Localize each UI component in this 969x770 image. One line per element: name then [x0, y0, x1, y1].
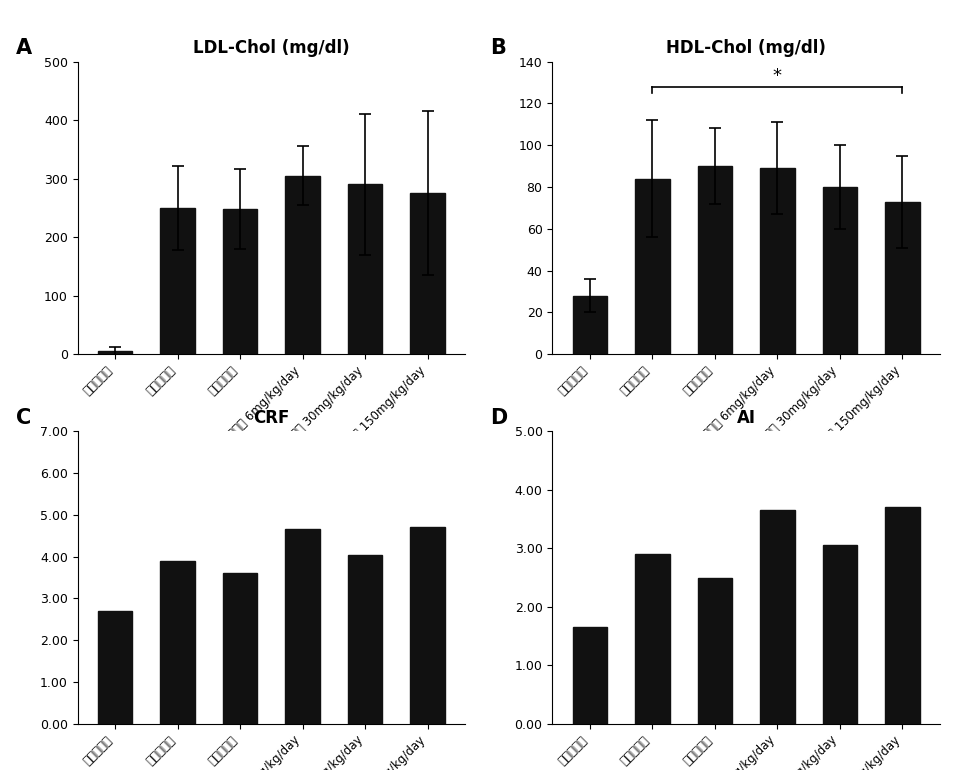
Bar	[160, 208, 195, 354]
Bar	[698, 578, 732, 724]
Bar	[886, 202, 920, 354]
Bar	[761, 511, 795, 724]
Title: LDL-Chol (mg/dl): LDL-Chol (mg/dl)	[193, 39, 350, 57]
Bar	[98, 351, 132, 354]
Bar	[286, 176, 320, 354]
Bar	[823, 187, 858, 354]
Bar	[286, 530, 320, 724]
Bar	[635, 554, 670, 724]
Bar	[223, 209, 257, 354]
Bar	[411, 193, 445, 354]
Title: HDL-Chol (mg/dl): HDL-Chol (mg/dl)	[667, 39, 826, 57]
Bar	[348, 185, 383, 354]
Bar	[411, 527, 445, 724]
Bar	[823, 545, 858, 724]
Text: C: C	[16, 408, 31, 428]
Bar	[635, 179, 670, 354]
Text: D: D	[490, 408, 508, 428]
Bar	[886, 507, 920, 724]
Text: *: *	[773, 66, 782, 85]
Bar	[698, 166, 732, 354]
Bar	[761, 168, 795, 354]
Bar	[160, 561, 195, 724]
Title: CRF: CRF	[253, 409, 290, 427]
Text: B: B	[490, 38, 506, 59]
Bar	[573, 296, 607, 354]
Bar	[348, 554, 383, 724]
Bar	[223, 574, 257, 724]
Bar	[98, 611, 132, 724]
Text: A: A	[16, 38, 32, 59]
Title: AI: AI	[736, 409, 756, 427]
Bar	[573, 628, 607, 724]
